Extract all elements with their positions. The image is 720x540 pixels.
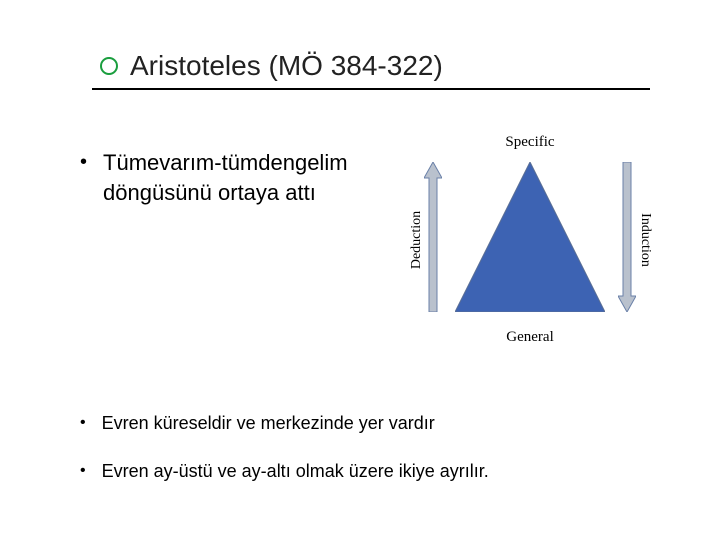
diagram-label-bottom: General — [506, 329, 553, 346]
triangle-icon — [455, 162, 605, 312]
bullet-lower-2-text: Evren ay-üstü ve ay-altı olmak üzere iki… — [102, 458, 489, 484]
title-bullet-icon — [100, 57, 118, 75]
arrow-up-icon — [424, 162, 442, 312]
bullet-lower-1-text: Evren küreseldir ve merkezinde yer vardı… — [102, 410, 435, 436]
bullet-main-text: Tümevarım-tümdengelim döngüsünü ortaya a… — [103, 148, 380, 208]
slide-title: Aristoteles (MÖ 384-322) — [130, 50, 443, 82]
diagram-label-induction: Induction — [637, 213, 653, 267]
slide-title-row: Aristoteles (MÖ 384-322) — [100, 50, 680, 82]
bullet-lower-1: • Evren küreseldir ve merkezinde yer var… — [80, 410, 680, 436]
main-bullet-block: • Tümevarım-tümdengelim döngüsünü ortaya… — [40, 140, 380, 232]
diagram-inner: Specific General Deduction Induction — [390, 140, 670, 340]
bullet-dot-icon: • — [80, 148, 87, 176]
main-content-row: • Tümevarım-tümdengelim döngüsünü ortaya… — [40, 140, 680, 340]
bullet-lower-2: • Evren ay-üstü ve ay-altı olmak üzere i… — [80, 458, 680, 484]
diagram-label-top: Specific — [505, 134, 554, 151]
induction-deduction-diagram: Specific General Deduction Induction — [380, 140, 680, 340]
bullet-dot-icon: • — [80, 458, 86, 484]
bullet-main: • Tümevarım-tümdengelim döngüsünü ortaya… — [80, 148, 380, 208]
slide: Aristoteles (MÖ 384-322) • Tümevarım-tüm… — [0, 0, 720, 540]
diagram-label-deduction: Deduction — [409, 211, 425, 269]
arrow-down-icon — [618, 162, 636, 312]
lower-bullets: • Evren küreseldir ve merkezinde yer var… — [40, 410, 680, 484]
bullet-dot-icon: • — [80, 410, 86, 436]
title-underline — [92, 88, 650, 90]
